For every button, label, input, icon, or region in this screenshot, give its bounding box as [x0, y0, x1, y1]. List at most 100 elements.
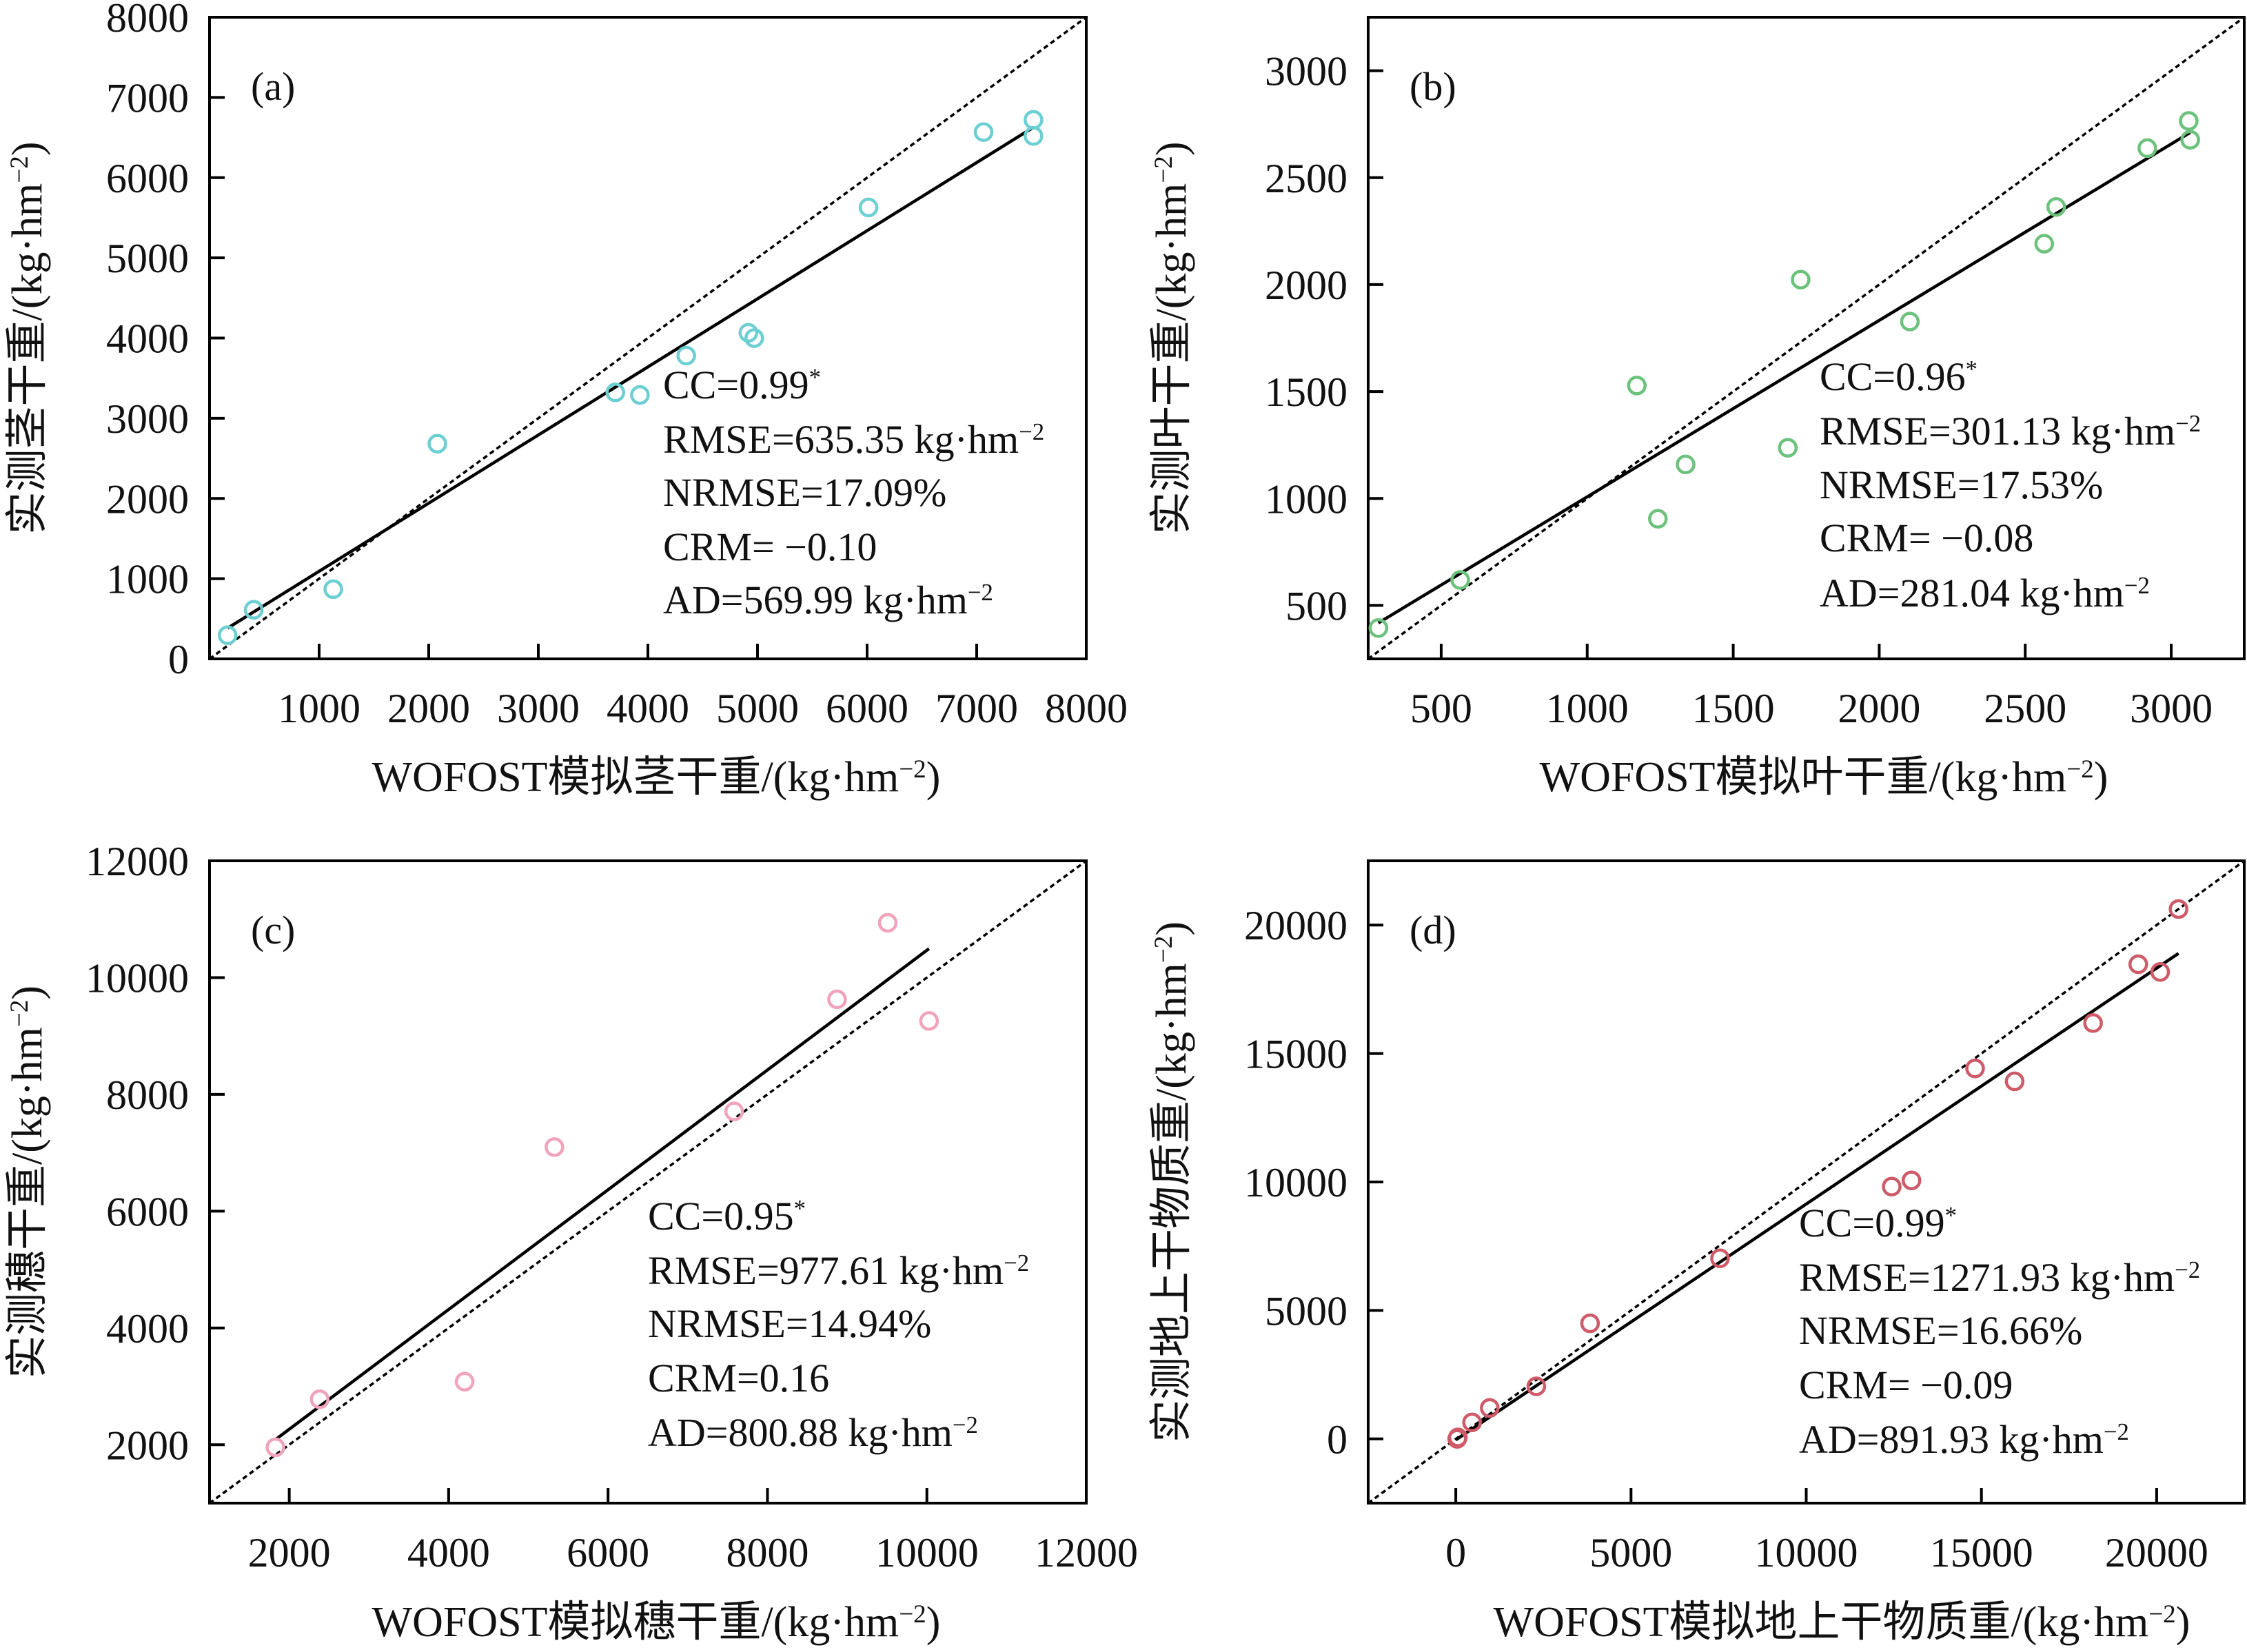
stat-annotation-main: NRMSE=17.09% — [663, 470, 946, 515]
stat-annotation-sup: −2 — [1019, 418, 1044, 445]
data-point — [243, 600, 264, 620]
stat-annotation: CRM= −0.08 — [1820, 516, 2033, 560]
stat-annotation: AD=891.93 kg·hm−2 — [1799, 1417, 2129, 1462]
data-point — [2083, 1013, 2103, 1033]
stat-annotation: AD=281.04 kg·hm−2 — [1820, 571, 2150, 615]
y-tick-label: 1000 — [106, 557, 189, 602]
data-point — [1447, 1427, 1468, 1447]
y-tick-label: 7000 — [106, 75, 189, 121]
x-tick-label: 7000 — [935, 686, 1018, 731]
panel-label: (d) — [1410, 908, 1456, 952]
data-point — [1648, 509, 1668, 529]
stat-annotation-main: CC=0.95 — [648, 1194, 794, 1238]
x-tick-label: 4000 — [407, 1530, 490, 1575]
x-tick-label: 3000 — [2130, 686, 2213, 731]
y-tick-label: 2000 — [106, 1422, 189, 1468]
x-tick-label: 500 — [1410, 686, 1472, 731]
stat-annotation: CRM=0.16 — [648, 1356, 829, 1400]
stat-annotation-main: CRM=0.16 — [648, 1356, 829, 1400]
data-point — [1526, 1376, 1547, 1396]
y-tick-label: 0 — [168, 637, 189, 682]
y-tick-label: 12000 — [85, 839, 189, 884]
y-axis-title-main: 实测叶干重/(kg·hm — [1148, 183, 1195, 535]
stat-annotation-main: CC=0.99 — [1799, 1201, 1945, 1245]
y-tick-label: 0 — [1327, 1417, 1348, 1462]
data-point — [1368, 618, 1389, 638]
stat-annotation: NRMSE=14.94% — [648, 1301, 931, 1346]
stat-annotation-main: CC=0.99 — [663, 363, 809, 407]
data-point — [877, 912, 898, 933]
stat-annotation-sup: * — [1966, 356, 1977, 383]
stat-annotation-main: AD=891.93 kg·hm — [1799, 1417, 2104, 1462]
stat-annotation: CRM= −0.09 — [1799, 1363, 2013, 1407]
x-axis-title-main: WOFOST模拟穗干重/(kg·hm — [372, 1599, 899, 1646]
x-tick-label: 10000 — [1755, 1530, 1858, 1575]
data-point — [724, 1101, 744, 1121]
x-axis-title-tail: ) — [926, 1599, 941, 1646]
x-tick-label: 2000 — [1838, 686, 1920, 731]
x-tick-label: 2500 — [1984, 686, 2066, 731]
x-axis-title-tail: ) — [2176, 1599, 2190, 1646]
data-point — [2128, 954, 2148, 975]
data-point — [454, 1371, 475, 1392]
data-point — [545, 1137, 565, 1157]
data-point — [2004, 1071, 2025, 1092]
data-point — [1627, 376, 1647, 396]
data-point — [1024, 110, 1044, 130]
one-to-one-line — [208, 859, 1088, 1505]
y-axis-title-tail: ) — [4, 142, 51, 156]
x-tick-label: 4000 — [607, 686, 689, 731]
stat-annotation: CC=0.95* — [648, 1194, 806, 1238]
stat-annotation-sup: −2 — [2124, 572, 2150, 599]
y-tick-label: 4000 — [106, 316, 189, 362]
data-point — [2046, 197, 2066, 217]
stat-annotation-sup: −2 — [1004, 1250, 1029, 1276]
chart-panel-a: 1000 2000 3000 4000 5000 6000 7000 8000 0 1000 200… — [4, 0, 1128, 801]
x-tick-label: 1500 — [1692, 686, 1775, 731]
x-tick-label: 2000 — [387, 686, 470, 731]
y-tick-label: 5000 — [106, 236, 189, 281]
x-axis-title-tail: ) — [926, 754, 941, 801]
data-point — [1676, 454, 1696, 475]
data-point — [1710, 1248, 1730, 1269]
stat-annotation: RMSE=635.35 kg·hm−2 — [663, 417, 1044, 462]
x-tick-label: 15000 — [1930, 1530, 2033, 1575]
stat-annotation: AD=569.99 kg·hm−2 — [663, 578, 993, 622]
data-point — [2179, 111, 2199, 131]
y-tick-label: 10000 — [85, 955, 189, 1001]
stat-annotation-main: CC=0.96 — [1820, 354, 1966, 399]
stat-annotation: RMSE=1271.93 kg·hm−2 — [1799, 1255, 2200, 1300]
data-point — [1901, 1170, 1922, 1191]
data-point — [2137, 138, 2157, 159]
x-tick-label: 10000 — [875, 1530, 979, 1575]
stat-annotation-main: CRM= −0.10 — [663, 524, 877, 569]
stat-annotation-main: RMSE=1271.93 kg·hm — [1799, 1255, 2175, 1300]
x-tick-label: 0 — [1445, 1530, 1466, 1575]
data-point — [630, 385, 650, 405]
stat-annotation-sup: −2 — [953, 1411, 978, 1438]
x-tick-label: 12000 — [1035, 1530, 1138, 1575]
x-axis-title: WOFOST模拟茎干重/(kg·hm−2) — [372, 754, 941, 801]
stat-annotation: CC=0.99* — [663, 363, 821, 407]
y-axis-title: 实测叶干重/(kg·hm−2) — [1148, 142, 1195, 535]
stat-annotation-sup: −2 — [2175, 1256, 2200, 1283]
y-axis-title: 实测茎干重/(kg·hm−2) — [4, 142, 51, 535]
data-point — [1791, 269, 1811, 290]
y-tick-label: 2000 — [106, 476, 189, 522]
stat-annotation-main: NRMSE=14.94% — [648, 1301, 931, 1346]
stat-annotation-main: RMSE=977.61 kg·hm — [648, 1248, 1004, 1293]
stat-annotation: RMSE=977.61 kg·hm−2 — [648, 1248, 1029, 1293]
data-point — [2034, 234, 2055, 254]
stat-annotation: NRMSE=16.66% — [1799, 1308, 2082, 1353]
y-tick-label: 4000 — [106, 1306, 189, 1352]
chart-panel-b: 500 1000 1500 2000 2500 3000 500 1000 1500 2000 25… — [1148, 16, 2246, 801]
y-axis-title: 实测穗干重/(kg·hm−2) — [4, 986, 51, 1378]
panel-label: (a) — [251, 64, 295, 109]
data-point — [605, 383, 626, 402]
x-axis-title: WOFOST模拟叶干重/(kg·hm−2) — [1540, 754, 2108, 801]
data-point — [2180, 130, 2200, 150]
stat-annotation: RMSE=301.13 kg·hm−2 — [1820, 409, 2201, 453]
stat-annotation-sup: −2 — [2175, 410, 2201, 437]
x-axis-title-main: WOFOST模拟茎干重/(kg·hm — [372, 754, 899, 801]
